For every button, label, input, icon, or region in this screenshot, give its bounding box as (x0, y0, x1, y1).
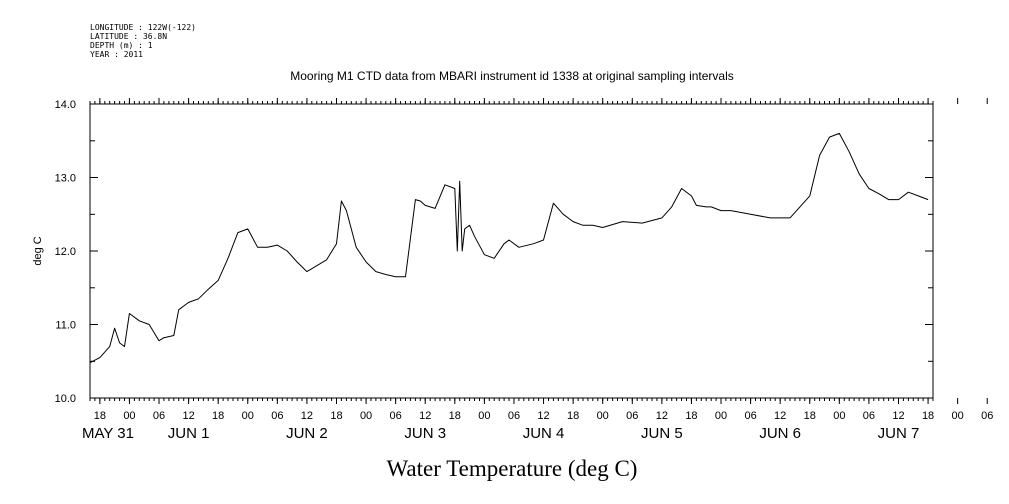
x-tick-label: 00 (123, 410, 135, 422)
x-tick-label: 00 (360, 410, 372, 422)
temperature-series-line (89, 132, 929, 364)
x-tick-label: 18 (922, 410, 934, 422)
chart-title: Mooring M1 CTD data from MBARI instrumen… (290, 69, 734, 83)
x-tick-label: 06 (508, 410, 520, 422)
x-day-label: JUN 2 (286, 425, 328, 442)
x-tick-label: 12 (656, 410, 668, 422)
y-tick-label: 11.0 (55, 320, 76, 332)
x-day-label: JUN 3 (404, 425, 446, 442)
x-tick-label: 00 (833, 410, 845, 422)
x-tick-label: 12 (182, 410, 194, 422)
x-tick-label: 06 (744, 410, 756, 422)
x-tick-label: 18 (94, 410, 106, 422)
x-tick-label: 18 (685, 410, 697, 422)
x-day-label: MAY 31 (82, 425, 134, 442)
plot-frame (89, 103, 934, 399)
x-tick-label: 18 (567, 410, 579, 422)
x-day-label: JUN 4 (523, 425, 565, 442)
x-tick-label: 00 (715, 410, 727, 422)
meta-line: YEAR : 2011 (90, 50, 143, 59)
x-tick-label: 06 (390, 410, 402, 422)
meta-line: DEPTH (m) : 1 (90, 41, 153, 50)
chart-marks: 18 00 06 12 18 00 06 12 18 00 06 12 18 00 06 12 18 00 06 12… (55, 98, 993, 442)
x-tick-label: 06 (626, 410, 638, 422)
x-tick-label: 12 (892, 410, 904, 422)
y-tick-label: 14.0 (55, 99, 76, 111)
x-tick-label: 18 (804, 410, 816, 422)
metadata-block: LONGITUDE : 122W(-122) LATITUDE : 36.8N … (90, 23, 196, 59)
x-day-label: JUN 7 (878, 425, 920, 442)
x-tick-label: 06 (981, 410, 993, 422)
x-tick-label: 12 (419, 410, 431, 422)
y-axis-label: deg C (32, 236, 44, 265)
x-tick-label: 00 (478, 410, 490, 422)
x-tick-label: 12 (774, 410, 786, 422)
x-tick-label: 18 (449, 410, 461, 422)
x-day-label: JUN 5 (641, 425, 683, 442)
y-tick-label: 12.0 (55, 246, 76, 258)
x-tick-label: 18 (212, 410, 224, 422)
x-tick-label: 06 (863, 410, 875, 422)
x-axis-title: Water Temperature (deg C) (387, 456, 638, 481)
x-tick-label: 00 (242, 410, 254, 422)
y-tick-label: 10.0 (55, 393, 76, 405)
x-tick-label: 06 (153, 410, 165, 422)
x-tick-label: 00 (952, 410, 964, 422)
x-tick-label: 12 (537, 410, 549, 422)
x-tick-label: 06 (271, 410, 283, 422)
meta-line: LONGITUDE : 122W(-122) (90, 23, 196, 32)
x-day-label: JUN 6 (759, 425, 801, 442)
x-tick-label: 12 (301, 410, 313, 422)
x-tick-label: 00 (597, 410, 609, 422)
meta-line: LATITUDE : 36.8N (90, 32, 167, 41)
x-tick-label: 18 (330, 410, 342, 422)
x-day-label: JUN 1 (168, 425, 210, 442)
y-tick-label: 13.0 (55, 173, 76, 185)
